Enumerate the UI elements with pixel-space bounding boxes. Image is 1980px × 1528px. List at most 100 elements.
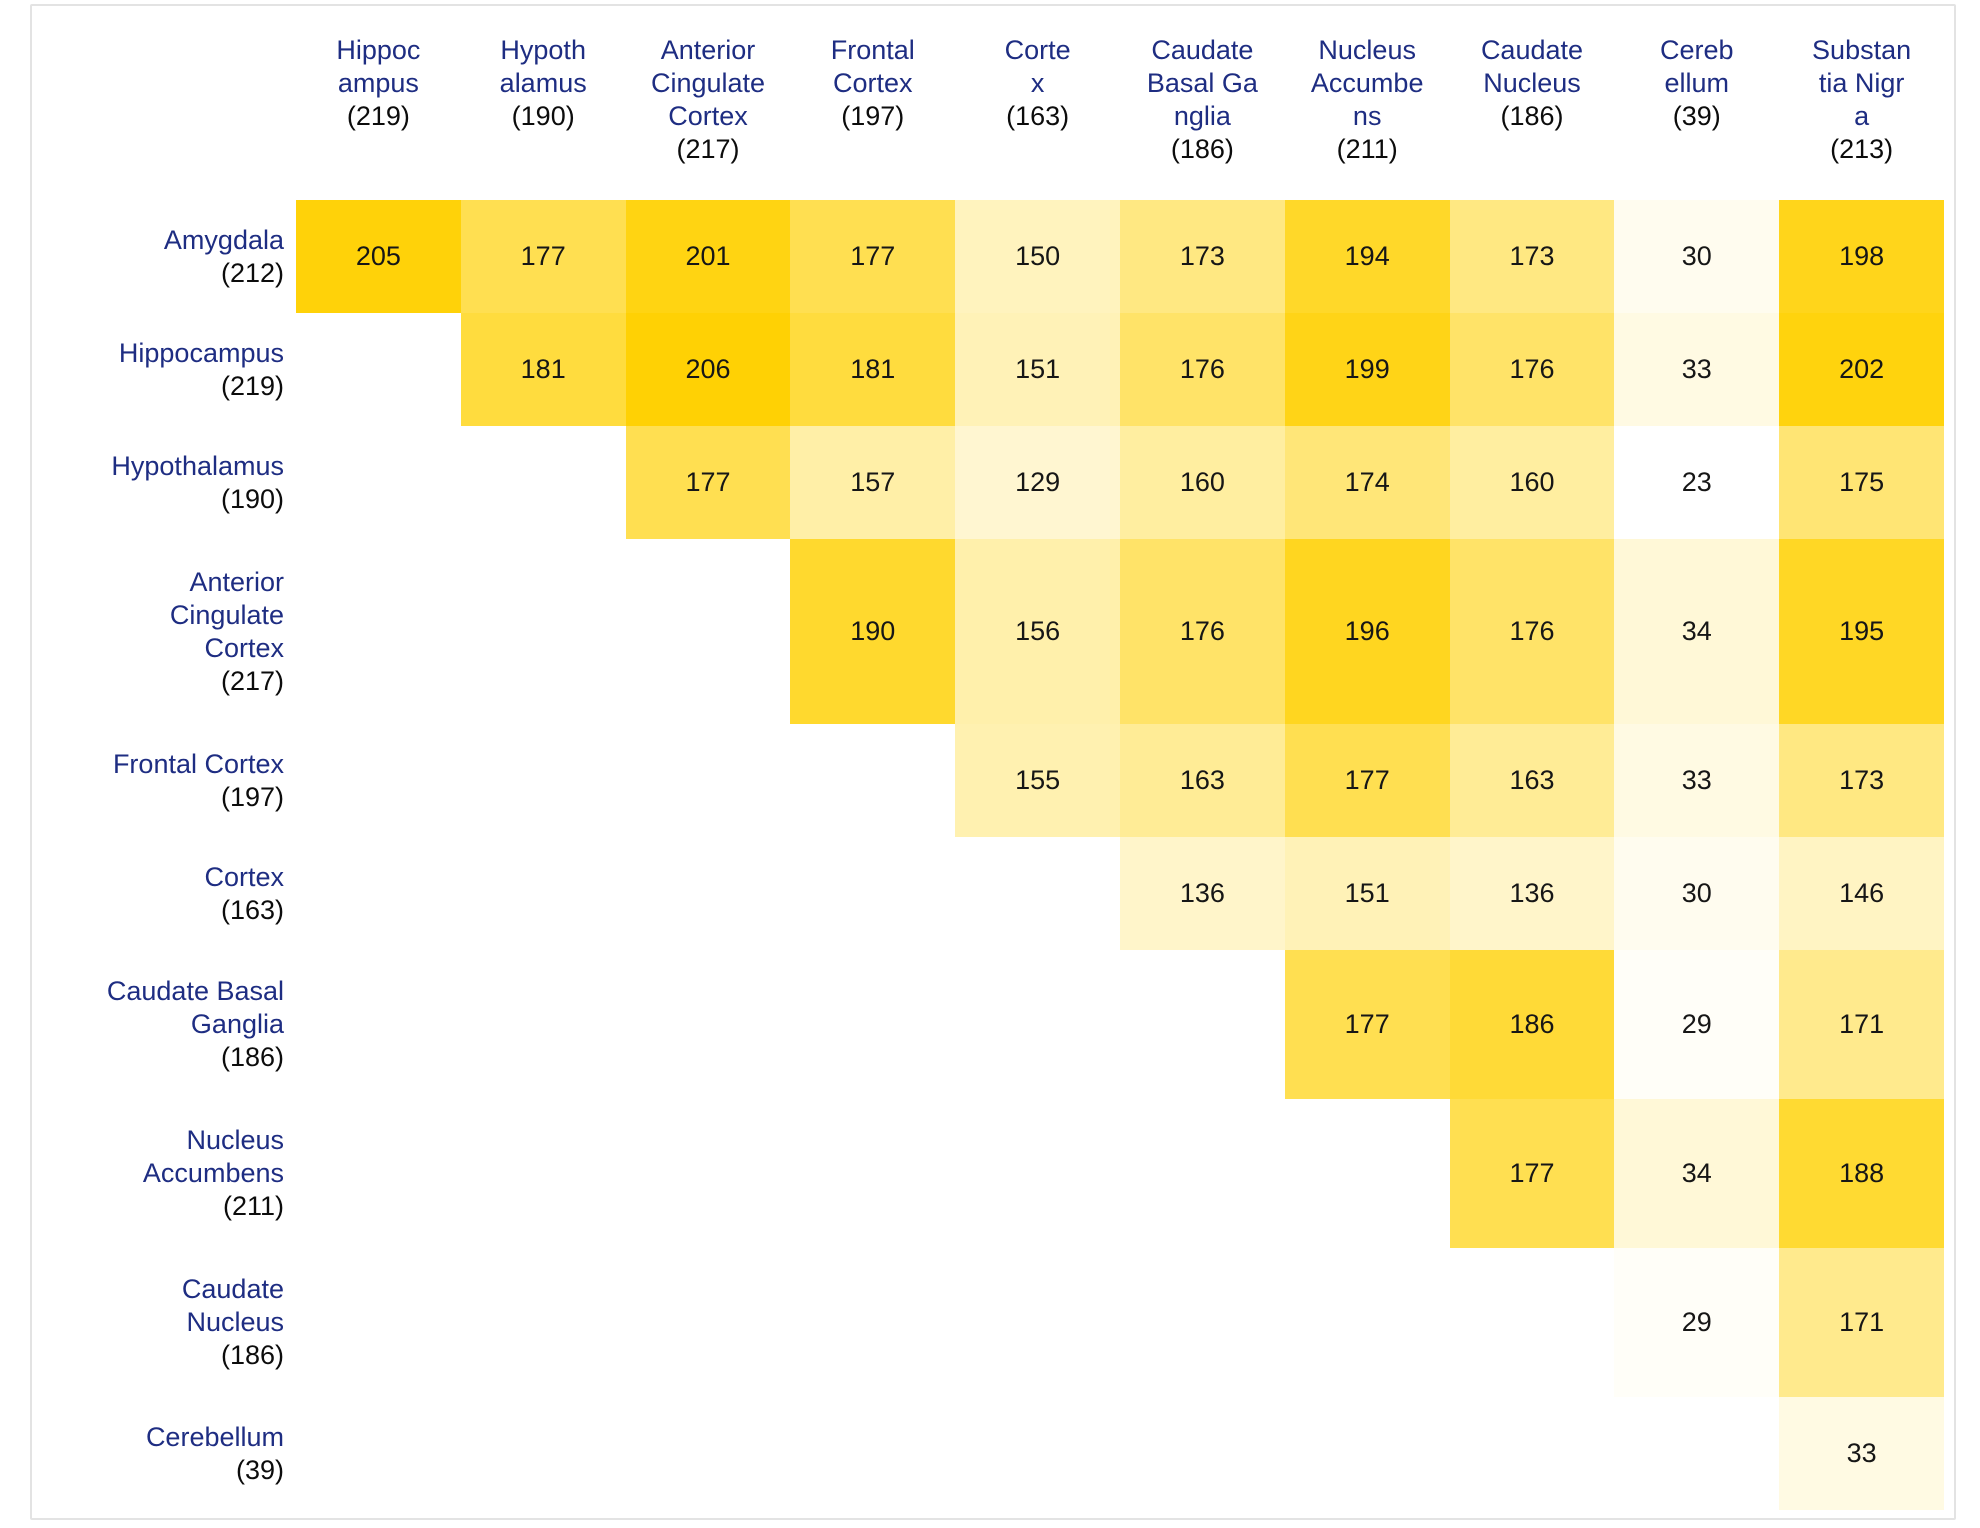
heatmap-empty-cell <box>790 950 955 1099</box>
row-label-count: (211) <box>222 1191 284 1221</box>
heatmap-cell: 171 <box>1779 950 1944 1099</box>
heatmap-cell: 188 <box>1779 1099 1944 1248</box>
heatmap-empty-cell <box>296 313 461 426</box>
heatmap-empty-cell <box>955 837 1120 950</box>
row-label: Hypothalamus (190) <box>36 426 296 539</box>
heatmap-cell: 29 <box>1614 950 1780 1099</box>
column-header: Cereb ellum (39) <box>1614 32 1779 200</box>
row-label-name: Frontal Cortex <box>112 748 284 779</box>
row-label-name: Caudate <box>181 1274 284 1304</box>
heatmap-cell: 34 <box>1614 539 1780 724</box>
heatmap-cell: 33 <box>1614 313 1780 426</box>
column-header: Hypoth alamus (190) <box>461 32 626 200</box>
row-label-name: Ganglia <box>190 1009 284 1039</box>
heatmap-cell: 160 <box>1449 426 1615 539</box>
heatmap-cell: 173 <box>1449 200 1615 313</box>
heatmap-cell: 194 <box>1284 200 1450 313</box>
row-label-count: (186) <box>220 1042 284 1072</box>
heatmap-empty-cell <box>626 1099 791 1248</box>
heatmap-empty-cell <box>790 1397 955 1510</box>
row-label-count: (217) <box>220 665 284 696</box>
heatmap-cell: 177 <box>790 200 956 313</box>
heatmap-empty-cell <box>626 1248 791 1397</box>
heatmap-cell: 201 <box>625 200 791 313</box>
row-label: Anterior Cingulate Cortex (217) <box>36 539 296 724</box>
row-label-name: Hippocampus <box>118 337 284 368</box>
column-header: Anterior Cingulate Cortex (217) <box>626 32 791 200</box>
heatmap-cell: 176 <box>1120 539 1285 724</box>
heatmap-empty-cell <box>296 426 461 539</box>
heatmap-empty-cell <box>296 724 461 837</box>
heatmap-empty-cell <box>955 1248 1120 1397</box>
row-label-name: Amygdala <box>163 224 284 255</box>
column-header-name: nglia <box>1173 101 1231 131</box>
column-header-name: Cereb <box>1660 35 1734 65</box>
heatmap-cell: 34 <box>1614 1099 1780 1248</box>
row-label: Cortex (163) <box>36 837 296 950</box>
heatmap-cell: 151 <box>1284 837 1450 950</box>
heatmap-empty-cell <box>626 950 791 1099</box>
heatmap-cell: 177 <box>1449 1099 1615 1248</box>
column-header: Hippoc ampus (219) <box>296 32 461 200</box>
heatmap-cell: 30 <box>1614 200 1780 313</box>
heatmap-cell: 29 <box>1614 1248 1780 1397</box>
heatmap-empty-cell <box>296 1248 461 1397</box>
column-header-name: Nucleus <box>1483 68 1581 98</box>
heatmap-cell: 173 <box>1120 200 1285 313</box>
heatmap-empty-cell <box>1614 1397 1779 1510</box>
heatmap-cell: 176 <box>1449 313 1615 426</box>
row-label: Hippocampus (219) <box>36 313 296 426</box>
column-header-count: (197) <box>841 101 905 131</box>
row-label-name: Cerebellum <box>145 1421 284 1452</box>
heatmap-empty-cell <box>1120 950 1285 1099</box>
heatmap-empty-cell <box>955 950 1120 1099</box>
heatmap-empty-cell <box>1120 1397 1285 1510</box>
heatmap-cell: 177 <box>460 200 626 313</box>
heatmap-empty-cell <box>296 539 461 724</box>
column-header-count: (186) <box>1500 101 1564 131</box>
heatmap-empty-cell <box>790 1099 955 1248</box>
heatmap-cell: 129 <box>955 426 1120 539</box>
heatmap-cell: 136 <box>1120 837 1285 950</box>
heatmap-empty-cell <box>1285 1099 1450 1248</box>
column-header-count: (163) <box>1006 101 1070 131</box>
heatmap-cell: 156 <box>955 539 1120 724</box>
column-header-name: alamus <box>499 68 587 98</box>
heatmap-cell: 176 <box>1449 539 1615 724</box>
heatmap-empty-cell <box>461 837 626 950</box>
column-header-name: Basal Ga <box>1146 68 1258 98</box>
column-header-count: (219) <box>346 101 410 131</box>
heatmap-empty-cell <box>296 1099 461 1248</box>
heatmap-empty-cell <box>461 426 626 539</box>
heatmap-figure-frame: Hippoc ampus (219) Hypoth alamus (190) Anterio… <box>30 4 1956 1520</box>
column-header-count: (186) <box>1170 134 1234 164</box>
heatmap-cell: 150 <box>955 200 1120 313</box>
column-header-name: Hypoth <box>500 35 586 65</box>
column-header-count: (190) <box>511 101 575 131</box>
row-label-name: Cingulate <box>169 599 284 630</box>
heatmap-empty-cell <box>461 950 626 1099</box>
column-header-name: ellum <box>1664 68 1730 98</box>
column-header-name: Frontal <box>830 35 915 65</box>
column-header: Substan tia Nigr a (213) <box>1779 32 1944 200</box>
heatmap-empty-cell <box>626 837 791 950</box>
column-header-count: (213) <box>1830 134 1894 164</box>
column-header-count: (211) <box>1336 134 1398 164</box>
heatmap-cell: 173 <box>1779 724 1944 837</box>
column-header-name: x <box>1030 68 1045 98</box>
row-label-name: Anterior <box>189 566 284 597</box>
heatmap-corner-spacer <box>36 32 296 200</box>
heatmap-empty-cell <box>626 539 791 724</box>
heatmap-empty-cell <box>296 837 461 950</box>
heatmap-cell: 23 <box>1614 426 1780 539</box>
heatmap-cell: 176 <box>1120 313 1285 426</box>
row-label-count: (186) <box>220 1340 284 1370</box>
heatmap-cell: 202 <box>1779 313 1944 426</box>
heatmap-cell: 33 <box>1614 724 1780 837</box>
heatmap-cell: 157 <box>790 426 956 539</box>
row-label-count: (163) <box>220 894 284 925</box>
column-header: Corte x (163) <box>955 32 1120 200</box>
column-header: Caudate Basal Ga nglia (186) <box>1120 32 1285 200</box>
row-label-count: (39) <box>235 1454 284 1485</box>
row-label-count: (219) <box>220 370 284 401</box>
